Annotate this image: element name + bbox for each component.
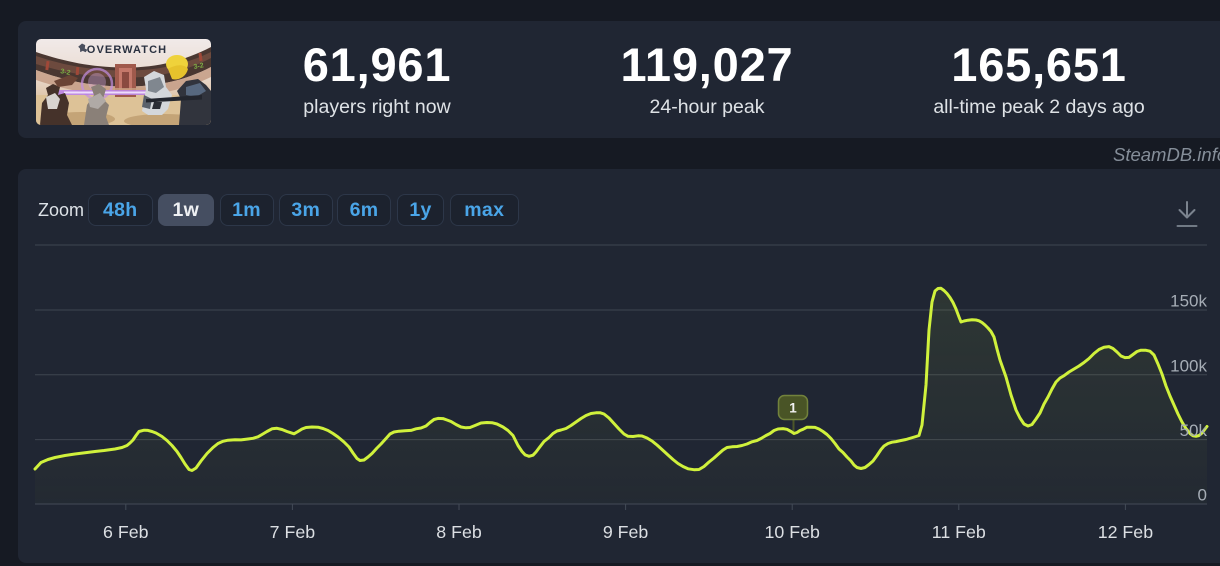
svg-text:9 Feb: 9 Feb: [603, 522, 649, 542]
svg-text:OVERWATCH: OVERWATCH: [87, 44, 167, 56]
svg-text:1: 1: [789, 401, 797, 416]
svg-text:10 Feb: 10 Feb: [765, 522, 820, 542]
svg-text:12 Feb: 12 Feb: [1098, 522, 1153, 542]
svg-text:3-2: 3-2: [193, 62, 204, 71]
svg-text:7 Feb: 7 Feb: [270, 522, 316, 542]
svg-text:0: 0: [1198, 486, 1207, 505]
svg-text:3-2: 3-2: [60, 68, 71, 77]
svg-text:150k: 150k: [1170, 292, 1207, 311]
svg-text:11 Feb: 11 Feb: [932, 522, 986, 542]
svg-text:8 Feb: 8 Feb: [436, 522, 482, 542]
svg-text:100k: 100k: [1170, 356, 1207, 375]
svg-text:6 Feb: 6 Feb: [103, 522, 149, 542]
svg-text:50k: 50k: [1180, 421, 1208, 440]
